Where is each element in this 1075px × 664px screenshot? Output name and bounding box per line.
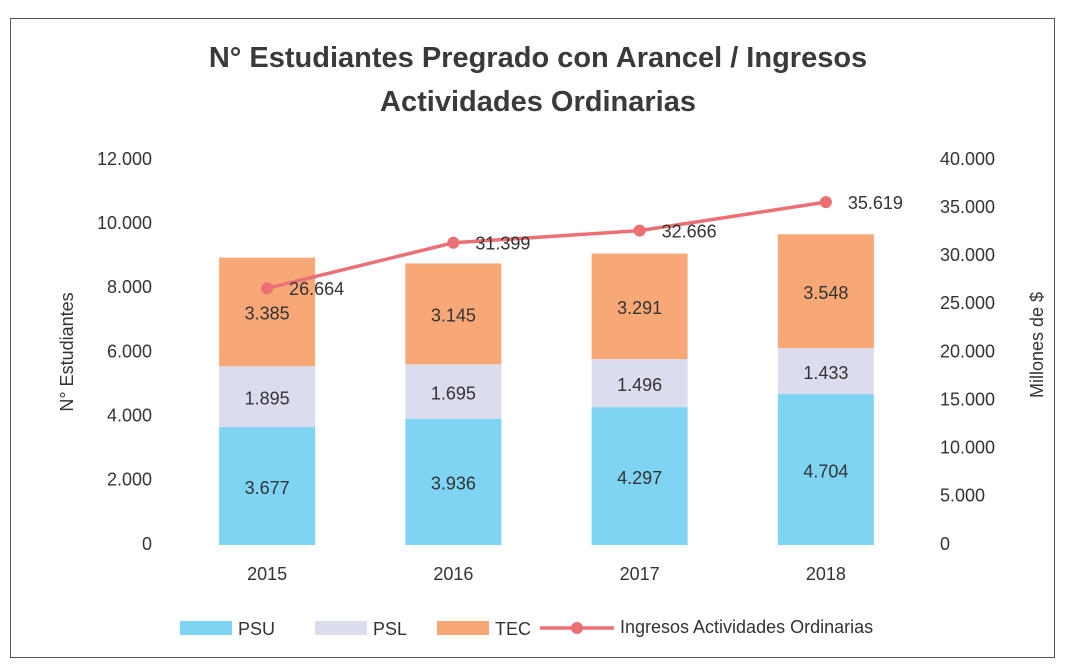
data-label: 3.936 bbox=[431, 474, 476, 494]
bar-segment bbox=[591, 359, 688, 408]
data-label: 3.677 bbox=[245, 478, 290, 498]
y2-tick-label: 10.000 bbox=[940, 438, 995, 458]
legend-swatch bbox=[315, 621, 367, 635]
legend-swatch bbox=[437, 621, 489, 635]
bar-segment bbox=[219, 366, 316, 428]
bar-segment bbox=[591, 407, 688, 545]
legend-label: TEC bbox=[495, 619, 531, 639]
line bbox=[266, 200, 827, 291]
y2-axis-label: Millones de $ bbox=[1027, 292, 1047, 398]
bar-segment bbox=[777, 348, 874, 395]
bar-segment bbox=[219, 427, 316, 545]
x-tick-label: 2017 bbox=[620, 564, 660, 584]
y-tick-label: 0 bbox=[142, 534, 152, 554]
data-label: 3.145 bbox=[431, 306, 476, 326]
y-tick-label: 4.000 bbox=[107, 405, 152, 425]
chart-frame bbox=[10, 18, 1055, 658]
y2-tick-label: 15.000 bbox=[940, 389, 995, 409]
legend-label: PSL bbox=[373, 619, 407, 639]
x-tick-label: 2018 bbox=[806, 564, 846, 584]
line-marker bbox=[447, 236, 460, 249]
x-tick-label: 2016 bbox=[433, 564, 473, 584]
data-label: 3.385 bbox=[245, 304, 290, 324]
y-tick-label: 12.000 bbox=[97, 149, 152, 169]
y2-tick-label: 20.000 bbox=[940, 341, 995, 361]
legend-label: Ingresos Actividades Ordinarias bbox=[620, 617, 873, 637]
bar-segment bbox=[405, 418, 502, 545]
data-label: 4.704 bbox=[803, 461, 848, 481]
data-label: 3.548 bbox=[803, 283, 848, 303]
data-label: 3.291 bbox=[617, 298, 662, 318]
data-label: 35.619 bbox=[848, 193, 903, 213]
legend-swatch bbox=[180, 621, 232, 635]
y-axis-label: N° Estudiantes bbox=[57, 292, 77, 411]
line-marker bbox=[261, 282, 274, 295]
y-tick-label: 6.000 bbox=[107, 341, 152, 361]
y2-tick-label: 0 bbox=[940, 534, 950, 554]
bar-segment bbox=[219, 257, 316, 367]
line-marker bbox=[819, 196, 832, 209]
bar-segment bbox=[405, 364, 502, 419]
chart-title: N° Estudiantes Pregrado con Arancel / In… bbox=[208, 42, 868, 118]
y-tick-label: 10.000 bbox=[97, 213, 152, 233]
data-label: 1.695 bbox=[431, 383, 476, 403]
bar-segment bbox=[591, 253, 688, 360]
legend-swatch bbox=[571, 622, 583, 634]
data-label: 1.895 bbox=[245, 388, 290, 408]
bar-segment bbox=[405, 263, 502, 365]
y2-tick-label: 30.000 bbox=[940, 245, 995, 265]
data-label: 1.496 bbox=[617, 375, 662, 395]
y2-tick-label: 5.000 bbox=[940, 486, 985, 506]
bar-segment bbox=[777, 394, 874, 545]
data-label: 31.399 bbox=[475, 234, 530, 254]
data-label: 1.433 bbox=[803, 363, 848, 383]
y-tick-label: 2.000 bbox=[107, 470, 152, 490]
x-tick-label: 2015 bbox=[247, 564, 287, 584]
data-label: 4.297 bbox=[617, 468, 662, 488]
y2-tick-label: 35.000 bbox=[940, 197, 995, 217]
legend-label: PSU bbox=[238, 619, 275, 639]
line-marker bbox=[633, 224, 646, 237]
data-label: 32.666 bbox=[662, 221, 717, 241]
data-label: 26.664 bbox=[289, 279, 344, 299]
bar-segment bbox=[777, 234, 874, 349]
y2-tick-label: 25.000 bbox=[940, 293, 995, 313]
y2-tick-label: 40.000 bbox=[940, 149, 995, 169]
y-tick-label: 8.000 bbox=[107, 277, 152, 297]
